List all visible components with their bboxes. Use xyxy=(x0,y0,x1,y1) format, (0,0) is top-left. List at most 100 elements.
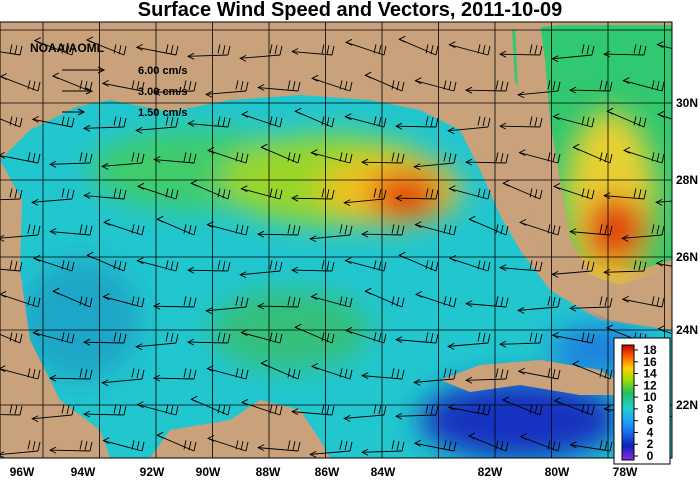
wind-barb xyxy=(175,45,179,56)
wind-barb xyxy=(240,153,244,163)
wind-barb xyxy=(269,116,273,126)
wind-vector xyxy=(154,159,195,164)
wind-barb xyxy=(84,369,88,379)
wind-barb xyxy=(84,441,88,451)
wind-barb xyxy=(643,45,647,56)
wind-barb xyxy=(391,152,395,162)
vector-head xyxy=(190,179,198,187)
vector-head xyxy=(413,378,421,386)
wind-barb xyxy=(477,260,481,270)
wind-barb xyxy=(396,369,400,379)
wind-vector xyxy=(241,401,281,416)
wind-barb xyxy=(391,368,395,378)
vector-head xyxy=(674,157,680,163)
wind-barb xyxy=(183,80,187,90)
wind-barb xyxy=(633,44,637,54)
vector-head xyxy=(517,367,525,375)
colorbar-tick-label: 16 xyxy=(643,355,657,369)
wind-barb xyxy=(487,333,491,344)
wind-barb xyxy=(443,368,447,378)
wind-barb xyxy=(339,368,343,378)
wind-vector xyxy=(258,447,299,452)
wind-barb xyxy=(425,404,429,414)
vector-head xyxy=(657,325,665,333)
wind-vector xyxy=(310,450,351,455)
wind-barb xyxy=(529,44,533,54)
wind-barb xyxy=(378,261,382,271)
wind-vector xyxy=(0,293,39,308)
vector-head xyxy=(156,431,164,439)
wind-barb xyxy=(19,405,23,416)
wind-barb xyxy=(217,44,221,54)
wind-barb xyxy=(448,297,452,307)
wind-barb xyxy=(222,261,226,271)
vector-head xyxy=(398,35,406,43)
wind-barb xyxy=(391,80,395,90)
wind-barb xyxy=(691,117,693,126)
wind-barb xyxy=(651,80,655,90)
wind-vector xyxy=(257,305,299,308)
wind-vector xyxy=(657,113,672,120)
wind-barb xyxy=(500,225,504,235)
colorbar-tick-label: 8 xyxy=(647,402,654,416)
vector-head xyxy=(569,86,577,94)
wind-barb xyxy=(661,153,665,164)
vector-head xyxy=(345,38,353,46)
wind-barb xyxy=(586,45,590,55)
wind-vector xyxy=(83,341,125,344)
wind-barb xyxy=(193,441,197,452)
vector-head xyxy=(32,329,40,337)
vector-head xyxy=(415,290,423,298)
wind-barb xyxy=(14,189,18,199)
longitude-label: 80W xyxy=(545,465,570,479)
vector-head xyxy=(677,72,683,78)
wind-barb xyxy=(339,224,343,234)
wind-vector xyxy=(292,51,333,56)
vector-head xyxy=(86,251,94,259)
wind-barb xyxy=(638,117,642,127)
wind-barb xyxy=(131,152,135,162)
wind-barb xyxy=(32,441,36,451)
wind-barb xyxy=(61,260,65,270)
vector-head xyxy=(257,302,265,310)
vector-head xyxy=(294,323,302,331)
wind-barb xyxy=(71,189,75,200)
wind-vector xyxy=(362,375,403,380)
vector-head xyxy=(33,254,41,262)
vector-head xyxy=(136,401,144,409)
wind-barb xyxy=(245,153,249,164)
wind-barb xyxy=(175,405,179,416)
wind-barb xyxy=(292,225,296,235)
vector-head xyxy=(153,374,161,382)
vector-head xyxy=(153,88,161,96)
vector-head xyxy=(449,254,457,262)
vector-head xyxy=(240,329,248,337)
colorbar-tick-label: 18 xyxy=(643,343,657,357)
wind-vector xyxy=(656,262,672,267)
colorbar-tick-label: 6 xyxy=(647,414,654,428)
wind-barb xyxy=(79,152,83,162)
wind-vector xyxy=(449,44,489,56)
wind-barb xyxy=(586,333,590,343)
wind-barb xyxy=(113,332,117,342)
wind-barb xyxy=(401,441,405,452)
wind-vector xyxy=(345,116,385,128)
wind-vector xyxy=(0,118,21,128)
wind-barb xyxy=(591,261,595,272)
wind-barb xyxy=(269,332,273,342)
wind-barb xyxy=(84,297,88,307)
wind-barb xyxy=(534,189,538,199)
wind-vector xyxy=(207,437,247,452)
wind-barb xyxy=(686,116,688,125)
wind-barb xyxy=(448,369,452,379)
wind-barb xyxy=(9,404,13,414)
vector-head xyxy=(657,110,665,118)
wind-barb xyxy=(691,189,693,198)
wind-barb xyxy=(188,153,192,163)
wind-vector xyxy=(570,306,611,309)
wind-barb xyxy=(425,260,429,270)
wind-barb xyxy=(292,297,296,307)
wind-barb xyxy=(292,153,296,163)
wind-barb xyxy=(188,225,192,235)
wind-barb xyxy=(14,117,18,127)
